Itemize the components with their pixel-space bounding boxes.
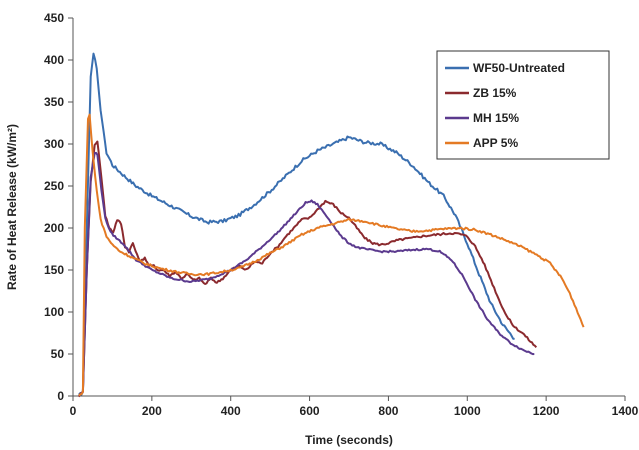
x-tick-label: 600 <box>300 404 320 418</box>
x-tick-label: 1400 <box>612 404 639 418</box>
x-axis-title: Time (seconds) <box>305 433 393 447</box>
y-tick-label: 0 <box>57 389 64 403</box>
series-line <box>78 52 515 396</box>
legend-label: MH 15% <box>473 111 519 125</box>
series-line <box>77 140 538 398</box>
x-tick-label: 800 <box>378 404 398 418</box>
x-axis-ticks: 0 200 400 600 800 1000 1200 1400 <box>70 396 639 418</box>
x-tick-label: 1000 <box>454 404 481 418</box>
legend-label: WF50-Untreated <box>473 61 565 75</box>
y-tick-label: 50 <box>51 347 65 361</box>
y-tick-label: 400 <box>44 53 64 67</box>
y-tick-label: 200 <box>44 221 64 235</box>
legend: WF50-Untreated ZB 15% MH 15% APP 5% <box>436 50 610 160</box>
x-tick-label: 200 <box>142 404 162 418</box>
series-line <box>78 113 585 397</box>
legend-label: APP 5% <box>473 136 518 150</box>
series-line <box>78 151 535 397</box>
y-tick-label: 150 <box>44 263 64 277</box>
y-tick-label: 350 <box>44 95 64 109</box>
y-tick-label: 100 <box>44 305 64 319</box>
y-axis-title: Rate of Heat Release (kW/m²) <box>5 124 19 290</box>
y-tick-label: 300 <box>44 137 64 151</box>
legend-label: ZB 15% <box>473 86 517 100</box>
y-tick-label: 250 <box>44 179 64 193</box>
y-tick-label: 450 <box>44 11 64 25</box>
x-tick-label: 1200 <box>533 404 560 418</box>
x-tick-label: 0 <box>70 404 77 418</box>
plot-area: 0 200 400 600 800 1000 1200 1400 0 50 100 150 200 25… <box>44 11 639 418</box>
x-tick-label: 400 <box>221 404 241 418</box>
legend-items: WF50-Untreated ZB 15% MH 15% APP 5% <box>445 61 565 150</box>
series-lines <box>77 52 585 398</box>
y-axis-ticks: 0 50 100 150 200 250 300 350 400 450 <box>44 11 73 403</box>
